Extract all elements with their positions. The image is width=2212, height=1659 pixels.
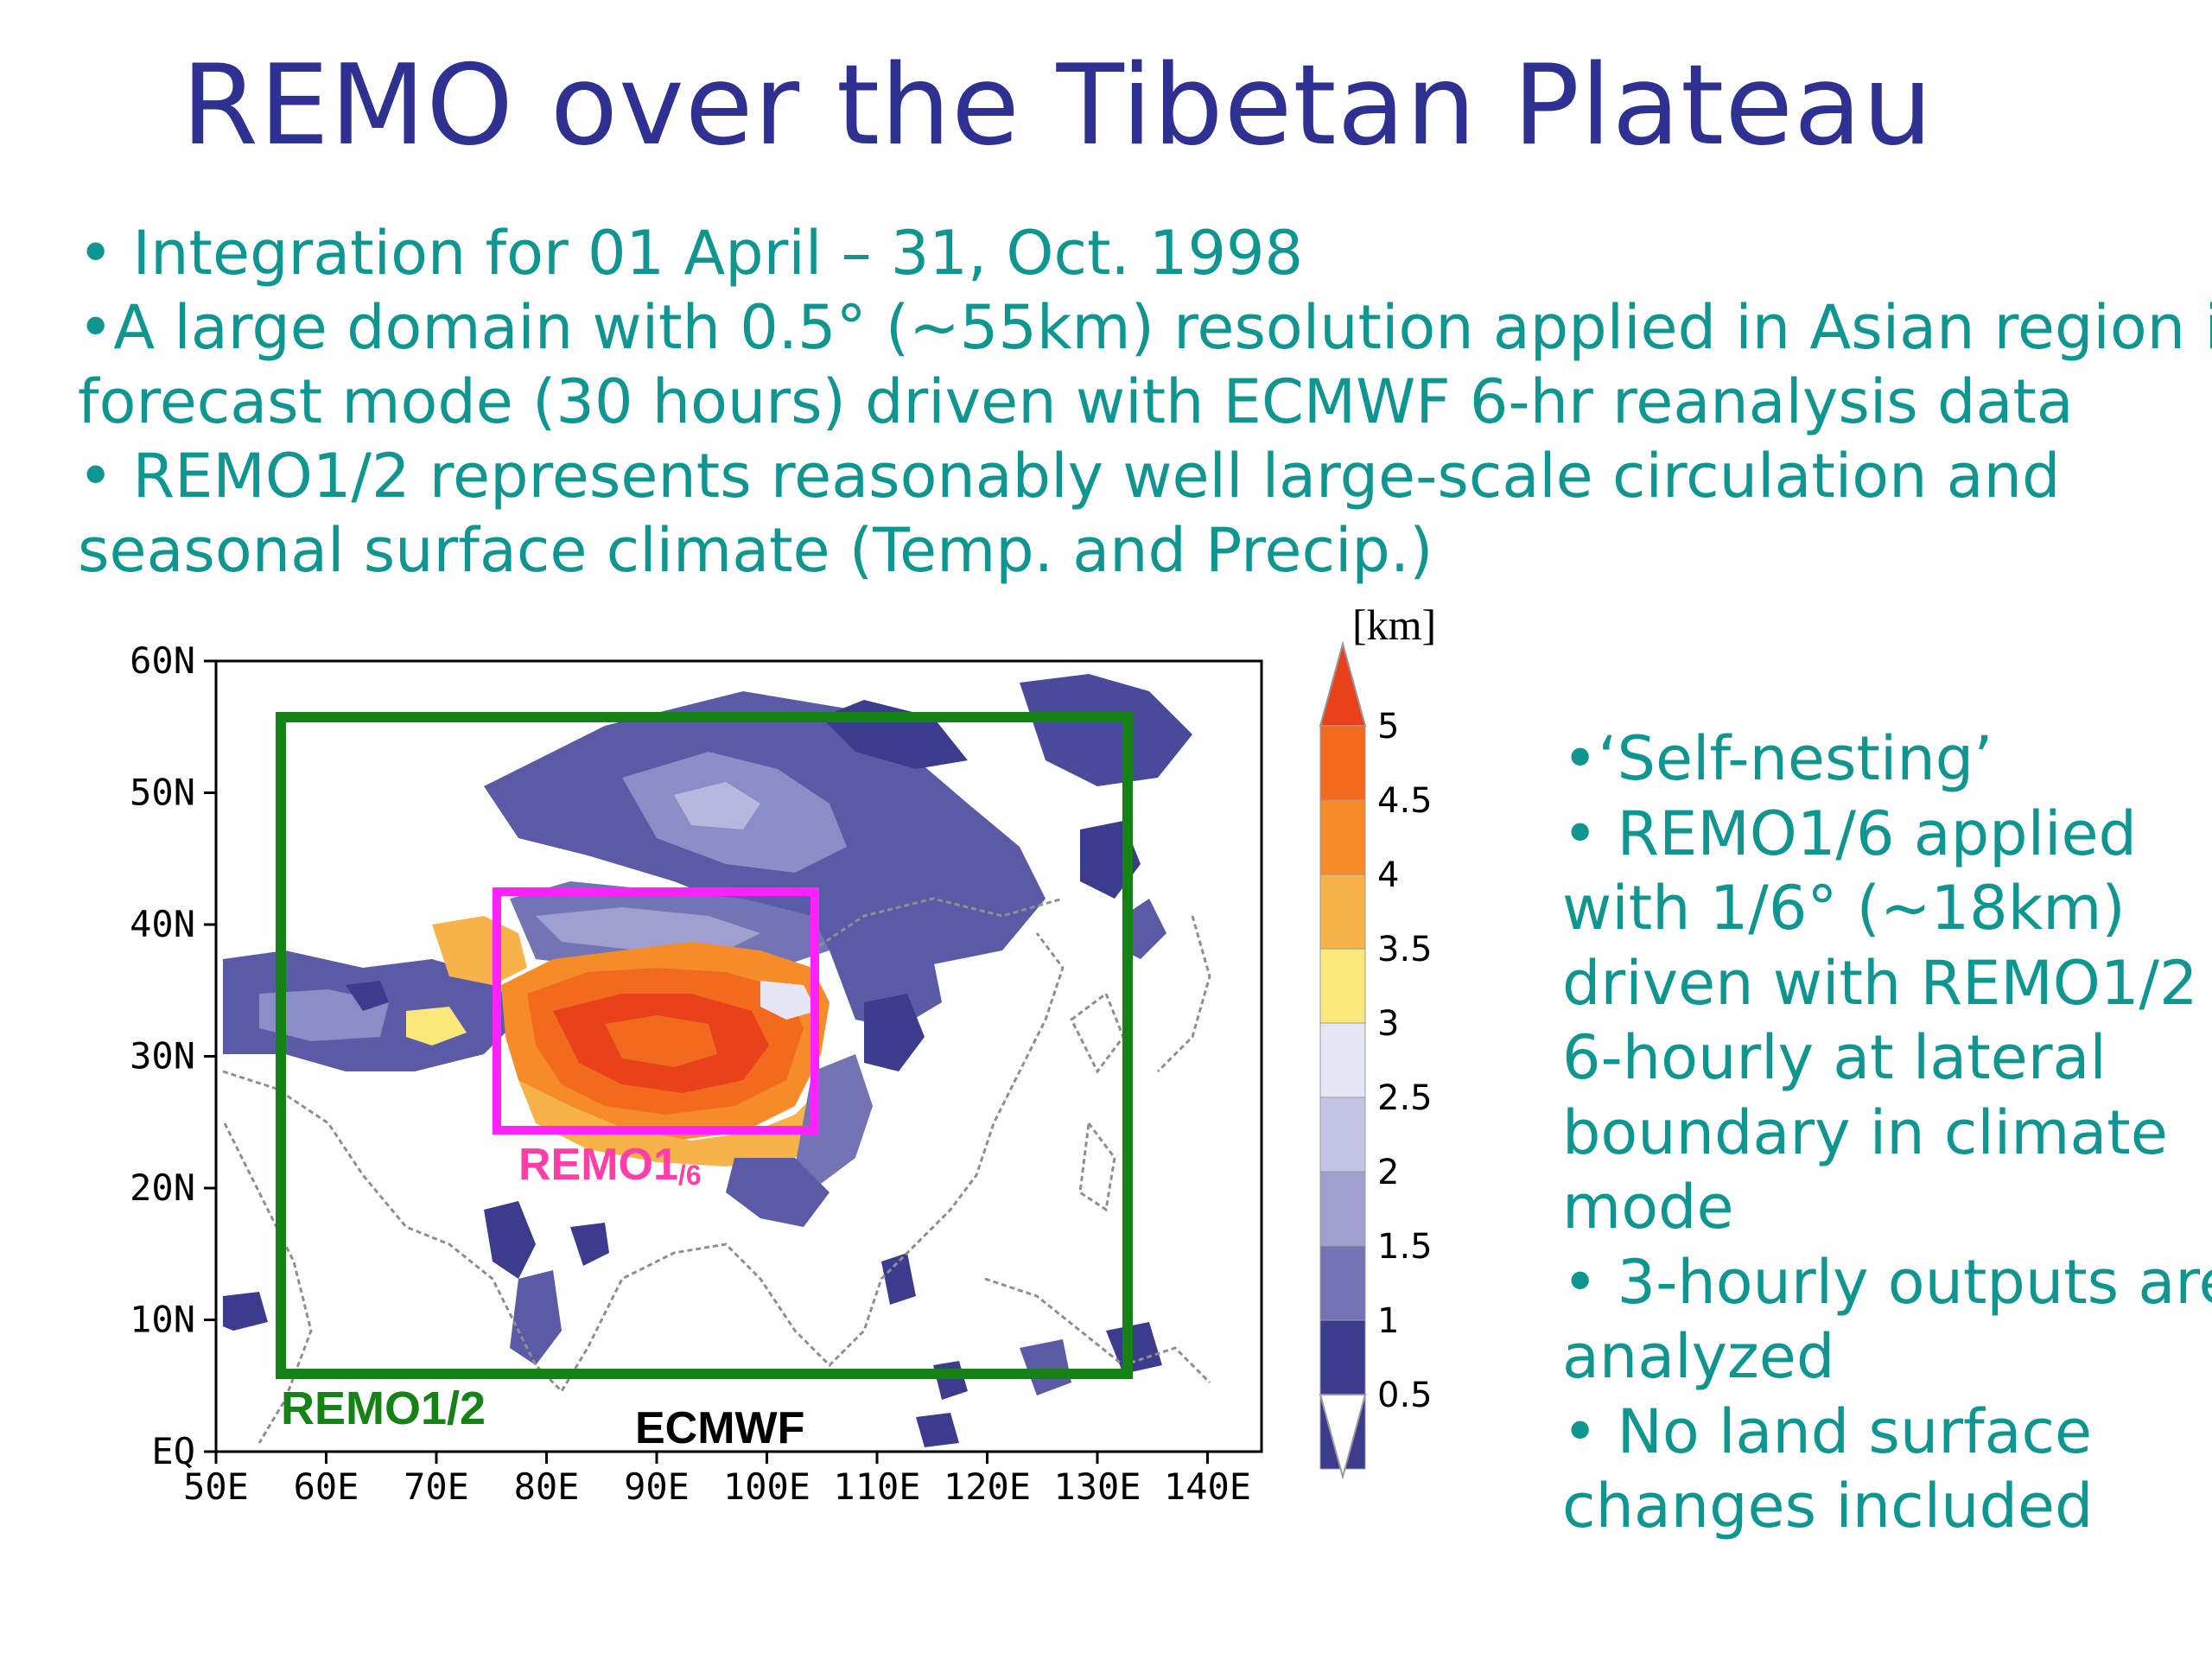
lon-tick-label: 120E [944,1465,1031,1508]
bullet-line: • REMO1/2 represents reasonably well lar… [78,441,2061,512]
colorbar-segment [1319,725,1366,801]
colorbar-segment [1319,948,1366,1024]
side-line: boundary in climate [1562,1096,2168,1168]
colorbar-unit: [km] [1352,601,1436,649]
lat-tick-label: 10N [130,1299,195,1341]
lat-tick-label: 20N [130,1166,195,1209]
lat-tick-label: 50N [130,772,195,814]
colorbar-level-label: 5 [1377,707,1399,747]
colorbar-segment [1319,1096,1366,1173]
colorbar-level-label: 0.5 [1377,1376,1433,1415]
side-line: with 1/6° (~18km) [1562,873,2126,944]
side-line: driven with REMO1/2 [1562,947,2198,1019]
colorbar-segment [1319,1022,1366,1098]
colorbar-level-label: 3 [1377,1004,1399,1044]
colorbar-segment [1319,1171,1366,1247]
bullet-line: • Integration for 01 April – 31, Oct. 19… [78,218,1304,289]
lon-tick-label: 110E [833,1465,920,1508]
side-line: analyzed [1562,1321,1835,1392]
colorbar-level-label: 4 [1377,855,1399,895]
lon-tick-label: 50E [183,1465,249,1508]
lon-tick-label: 90E [624,1465,690,1508]
lat-tick-label: EQ [151,1430,195,1472]
lon-tick-label: 70E [404,1465,469,1508]
side-bullets: •‘Self-nesting’ • REMO1/6 applied with 1… [1562,721,2212,1544]
side-line: mode [1562,1172,1734,1243]
bullet-line: seasonal surface climate (Temp. and Prec… [78,515,1433,586]
lon-tick-label: 60E [294,1465,359,1508]
side-line: • No land surface [1562,1395,2093,1467]
colorbar-level-label: 1 [1377,1301,1399,1341]
colorbar-top-arrow [1319,640,1367,727]
colorbar-segment [1319,874,1366,950]
remo12-label: REMO1/2 [281,1382,486,1434]
terrain-layer [223,674,1192,1447]
side-line: • 3-hourly outputs are [1562,1246,2212,1318]
side-line: • REMO1/6 applied [1562,798,2137,869]
side-line: changes included [1562,1471,2094,1541]
remo16-label: REMO1/6 [518,1140,702,1191]
colorbar-level-label: 3.5 [1377,930,1433,969]
lon-tick-label: 80E [514,1465,580,1508]
ecmwf-label: ECMWF [635,1403,804,1453]
colorbar-bottom-arrow [1319,1394,1367,1480]
lat-tick-label: 40N [130,903,195,945]
bullet-line: •A large domain with 0.5° (~55km) resolu… [78,292,2212,363]
colorbar-level-label: 1.5 [1377,1227,1433,1267]
lon-tick-label: 130E [1053,1465,1141,1508]
lat-tick-label: 60N [130,639,195,682]
bullet-line: forecast mode (30 hours) driven with ECM… [78,366,2074,437]
remo16-label-main: REMO1 [518,1140,678,1190]
coastlines [222,897,1211,1444]
colorbar-level-label: 4.5 [1377,781,1433,821]
remo16-domain-frame [493,887,819,1135]
latitude-axis: 60N 50N 40N 30N 20N 10N EQ [130,639,216,1472]
lon-tick-label: 140E [1164,1465,1251,1508]
colorbar-segment [1319,799,1366,875]
colorbar-segment [1319,1245,1366,1321]
remo12-domain-frame [276,712,1133,1379]
side-line: •‘Self-nesting’ [1562,723,1993,794]
colorbar-level-label: 2.5 [1377,1078,1433,1118]
lat-tick-label: 30N [130,1035,195,1077]
colorbar-segment [1319,1319,1366,1395]
longitude-axis: 50E 60E 70E 80E 90E 100E 110E 120E 130E 140E [183,1452,1251,1508]
remo16-label-sub: /6 [678,1160,702,1191]
lon-tick-label: 100E [723,1465,810,1508]
colorbar-level-label: 2 [1377,1153,1399,1192]
intro-bullets: • Integration for 01 April – 31, Oct. 19… [78,216,2212,588]
elevation-colorbar: [km] 5 4.5 4 3.5 3 2.5 2 1.5 1 0.5 [1319,601,1436,1480]
side-line: 6-hourly at lateral [1562,1022,2107,1093]
page-title: REMO over the Tibetan Plateau [181,41,1934,170]
elevation-map: REMO1/2 REMO1/6 ECMWF 60N 50N 40N 30N 20N 10N… [130,601,1436,1508]
